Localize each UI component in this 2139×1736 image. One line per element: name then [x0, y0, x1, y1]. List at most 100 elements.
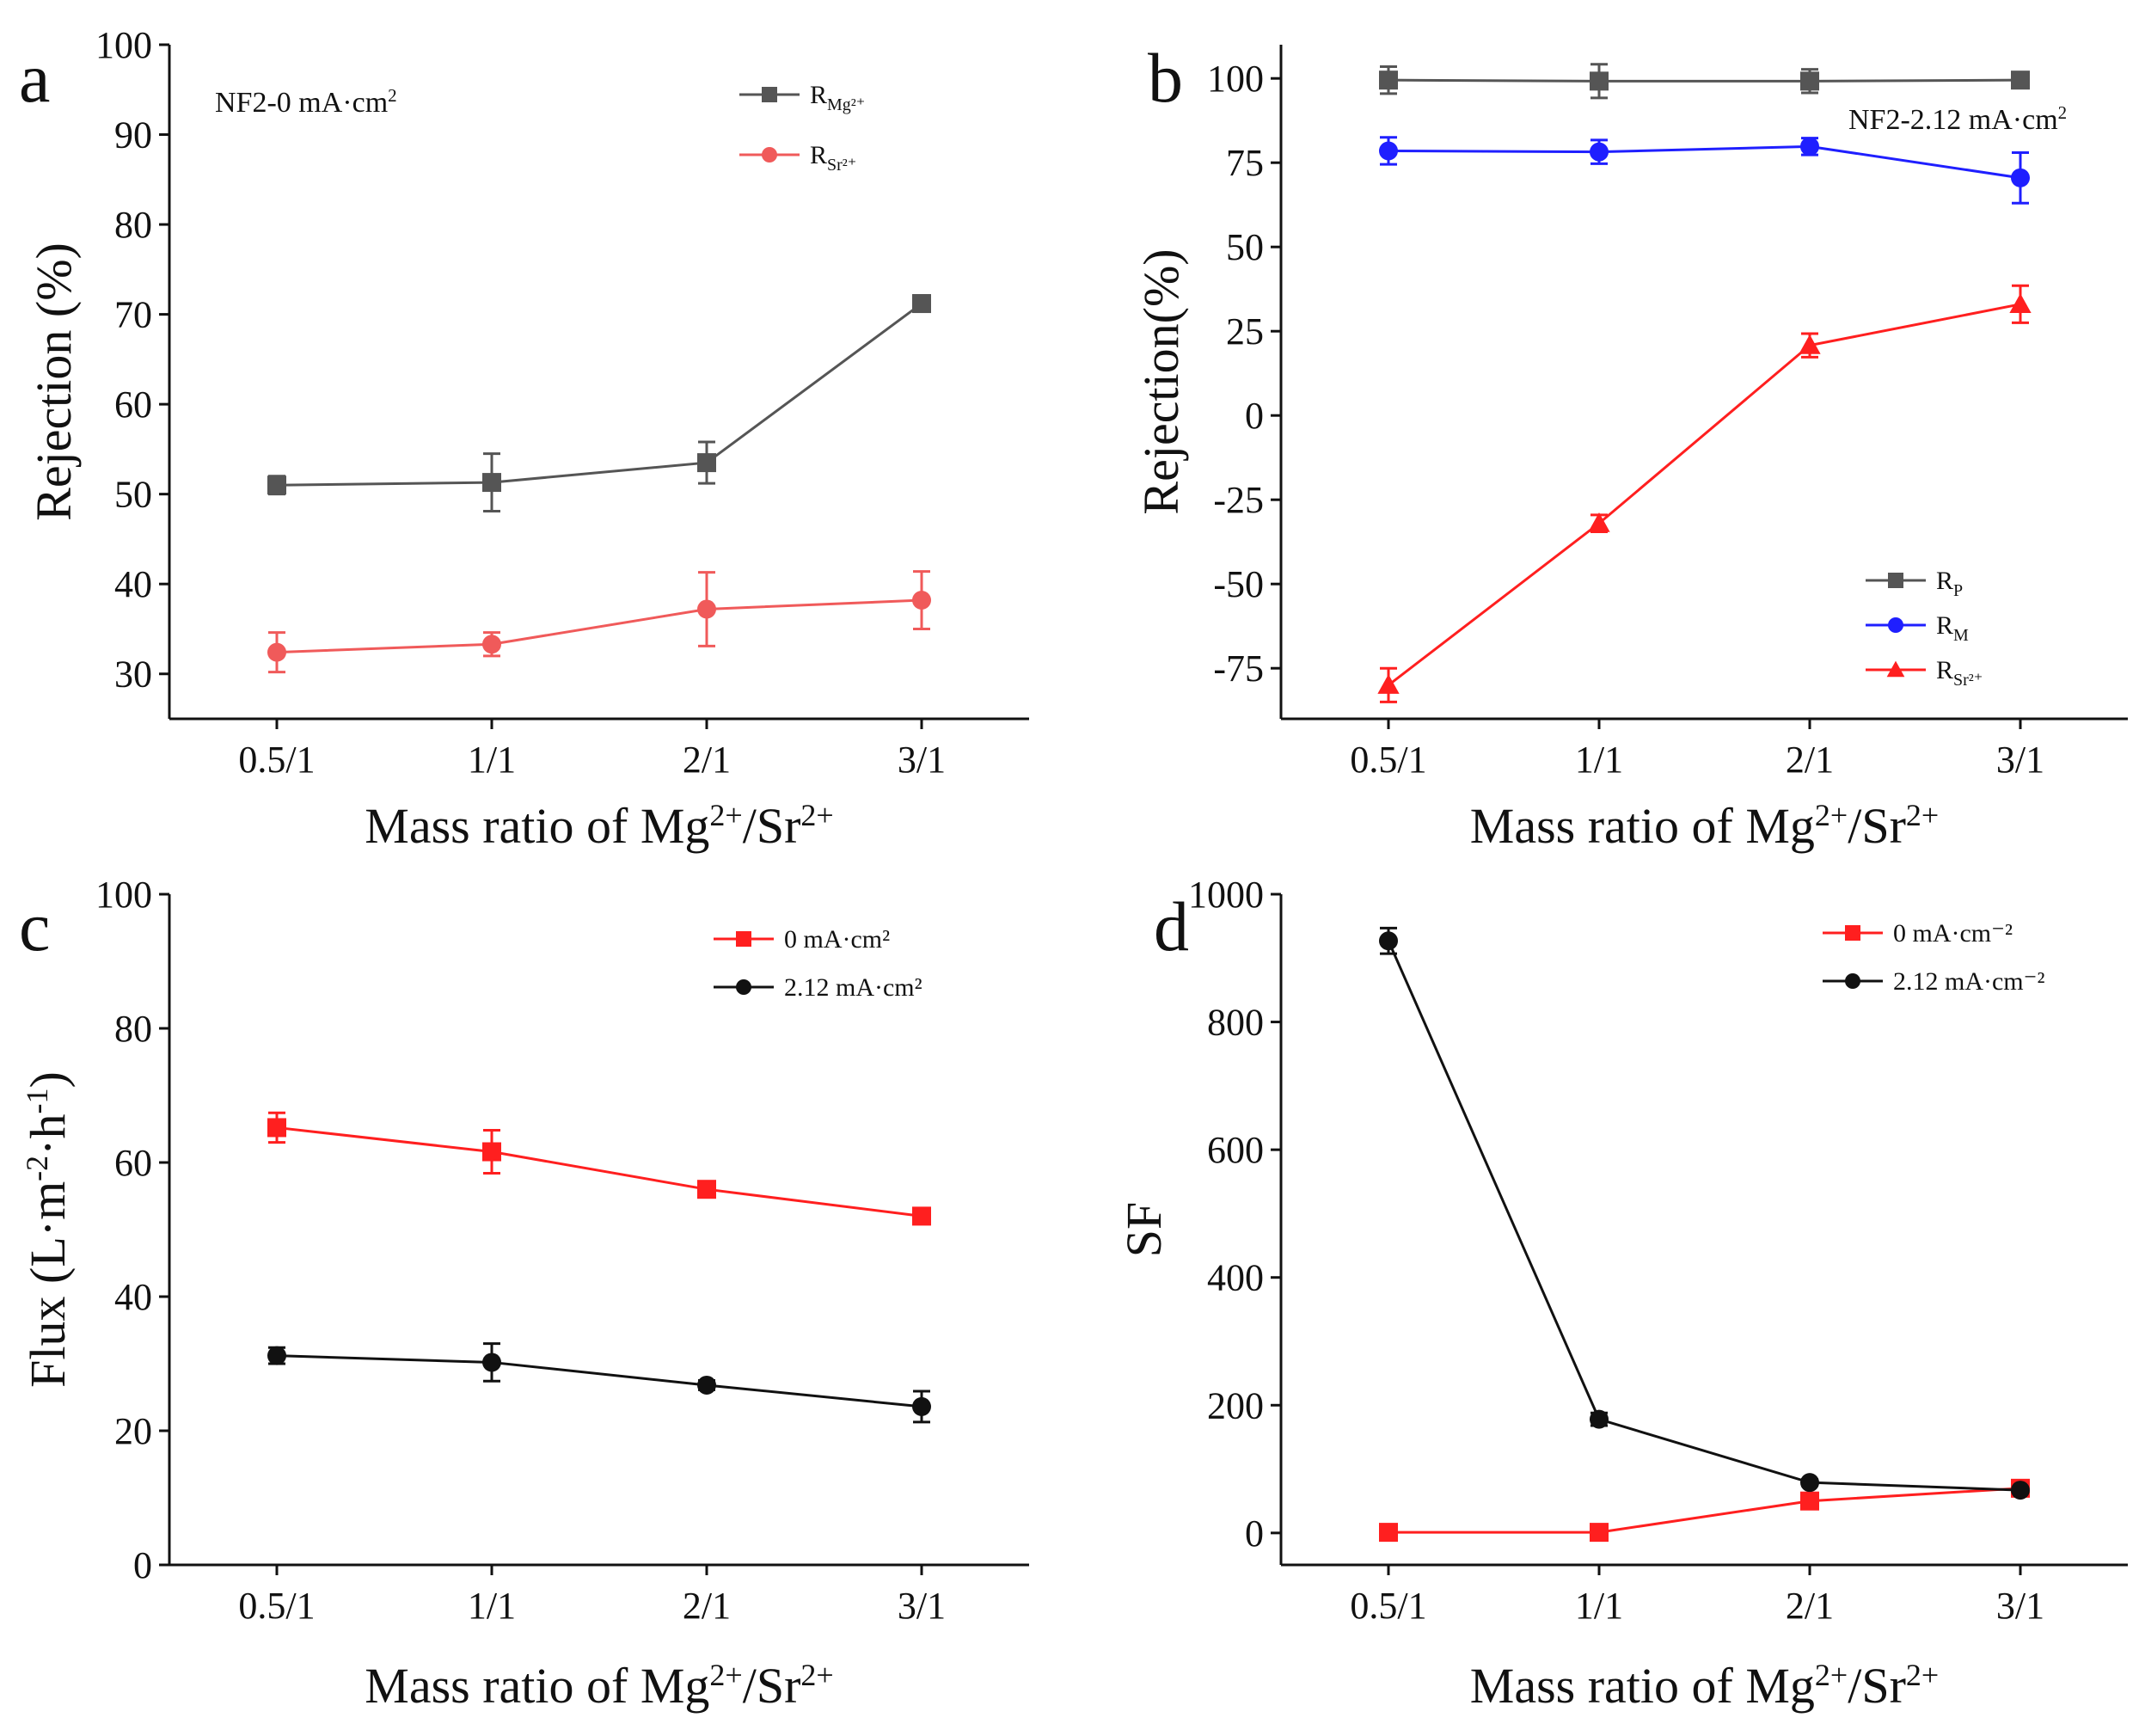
y-axis-title: SF: [1116, 1202, 1172, 1258]
chart-panel-c: 0 20 40 60 80 100 0.5/1 1/1 2/1 3/1 Mass ratio of …: [19, 874, 1029, 1714]
data-point: [482, 473, 501, 493]
y-tick-label: -25: [1213, 479, 1264, 521]
data-point: [1800, 1491, 1819, 1511]
x-axis-title: Mass ratio of Mg2+/Sr2+: [1470, 1658, 1939, 1714]
panel-annotation: NF2-2.12 mA·cm2: [1848, 102, 2067, 136]
y-tick-label: 40: [114, 1276, 152, 1318]
data-point: [1588, 512, 1610, 532]
y-tick-label: 80: [114, 1008, 152, 1050]
x-tick-label: 2/1: [1786, 739, 1834, 781]
data-point: [1590, 142, 1609, 162]
y-tick-label: 50: [114, 474, 152, 516]
series-line: [276, 598, 922, 654]
panel-letter: d: [1154, 887, 1189, 966]
data-point: [1379, 71, 1398, 90]
data-point: [1379, 1523, 1398, 1543]
y-tick-label: 200: [1207, 1384, 1264, 1426]
y-tick-label: 80: [114, 204, 152, 246]
y-tick-label: 70: [114, 294, 152, 336]
x-tick-label: 0.5/1: [238, 1585, 315, 1627]
series-2: RSr²⁺: [1377, 284, 2032, 703]
legend-marker: [1888, 573, 1903, 588]
x-axis-title: Mass ratio of Mg2+/Sr2+: [1470, 798, 1939, 854]
series-line: [1388, 1487, 2021, 1534]
data-point: [267, 1346, 286, 1365]
y-tick-label: 1000: [1188, 874, 1264, 916]
series-1: RM: [1379, 136, 2030, 645]
legend-label: 0 mA·cm⁻²: [1893, 919, 2013, 948]
data-point: [1377, 674, 1400, 694]
data-point: [1800, 137, 1819, 156]
data-point: [912, 294, 931, 314]
data-point: [912, 591, 931, 610]
data-point: [1590, 71, 1609, 91]
y-tick-label: 20: [114, 1410, 152, 1452]
series-line: [1388, 303, 2021, 686]
data-point: [267, 1118, 286, 1138]
data-point: [697, 1375, 716, 1395]
y-tick-label: 90: [114, 114, 152, 156]
data-point: [482, 1353, 501, 1372]
panel-letter: c: [19, 887, 50, 966]
y-tick-label: 100: [95, 874, 152, 916]
series-line: [1387, 940, 2021, 1492]
series-1: 2.12 mA·cm²: [267, 973, 931, 1424]
legend-label: RMg²⁺: [810, 81, 865, 114]
y-tick-label: 50: [1226, 226, 1264, 268]
y-tick-label: 100: [95, 24, 152, 66]
y-tick-label: 60: [114, 1142, 152, 1184]
series-1: RSr²⁺: [267, 141, 931, 674]
legend-label: RSr²⁺: [810, 141, 856, 175]
data-point: [1800, 71, 1819, 91]
y-axis-title: Rejection (%): [26, 242, 82, 521]
data-point: [697, 599, 716, 619]
y-tick-label: 25: [1226, 310, 1264, 353]
legend-marker: [736, 931, 751, 947]
legend-label: 2.12 mA·cm²: [784, 973, 922, 1002]
panel-annotation: NF2-0 mA·cm2: [215, 85, 397, 119]
legend-label: RM: [1936, 611, 1969, 645]
series-0: RMg²⁺: [267, 81, 931, 513]
panel-letter: a: [19, 39, 50, 117]
data-point: [1590, 1523, 1609, 1543]
y-tick-label: 400: [1207, 1257, 1264, 1299]
y-axis-title: Flux (L·m-2·h-1): [20, 1071, 76, 1388]
x-tick-label: 0.5/1: [1350, 1585, 1426, 1627]
x-tick-label: 0.5/1: [1350, 739, 1426, 781]
x-axis-title: Mass ratio of Mg2+/Sr2+: [365, 1658, 833, 1714]
x-tick-label: 1/1: [1575, 1585, 1623, 1627]
series-0: 0 mA·cm²: [267, 925, 931, 1226]
x-tick-label: 2/1: [683, 739, 731, 781]
legend-marker: [1886, 660, 1905, 678]
panel-letter: b: [1148, 39, 1183, 117]
x-tick-label: 1/1: [468, 739, 516, 781]
x-tick-label: 3/1: [1996, 739, 2044, 781]
series-0: 0 mA·cm⁻²: [1379, 919, 2030, 1543]
legend-label: RSr²⁺: [1936, 656, 1983, 690]
legend-marker: [1845, 925, 1860, 941]
legend-label: RP: [1936, 567, 1963, 600]
y-tick-label: -50: [1213, 563, 1264, 605]
data-point: [1379, 141, 1398, 161]
series-1: 2.12 mA·cm⁻²: [1379, 926, 2044, 1500]
data-point: [912, 1206, 931, 1226]
data-point: [1799, 334, 1821, 354]
series-line: [1388, 144, 2021, 180]
data-point: [2011, 1481, 2030, 1500]
x-axis-title: Mass ratio of Mg2+/Sr2+: [365, 798, 833, 854]
x-tick-label: 2/1: [683, 1585, 731, 1627]
series-line: [1388, 78, 2021, 83]
x-tick-label: 1/1: [468, 1585, 516, 1627]
x-tick-label: 3/1: [898, 739, 946, 781]
y-tick-label: 800: [1207, 1002, 1264, 1044]
x-tick-label: 1/1: [1575, 739, 1623, 781]
y-tick-label: 100: [1207, 58, 1264, 100]
y-axis-title: Rejection(%): [1133, 248, 1189, 514]
series-line: [276, 302, 922, 487]
y-tick-label: 0: [133, 1544, 152, 1586]
data-point: [697, 453, 716, 473]
legend-marker: [1845, 973, 1860, 989]
y-tick-label: 40: [114, 563, 152, 605]
data-point: [2011, 71, 2030, 90]
